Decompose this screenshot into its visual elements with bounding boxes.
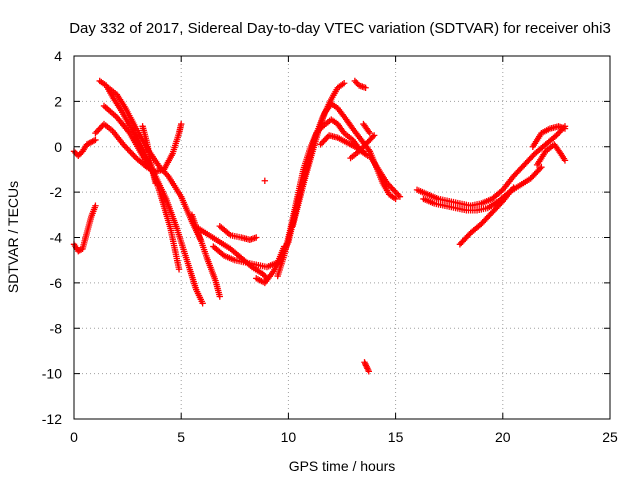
data-point xyxy=(90,137,98,144)
x-tick-label: 20 xyxy=(495,429,511,445)
series-arc-f xyxy=(92,120,185,175)
data-point xyxy=(253,234,260,241)
y-tick-label: -4 xyxy=(50,230,63,246)
y-tick-label: 2 xyxy=(54,93,62,109)
y-tick-label: -12 xyxy=(42,411,62,427)
data-point xyxy=(152,179,159,187)
data-point xyxy=(370,132,378,139)
x-axis-label: GPS time / hours xyxy=(289,458,396,474)
data-point xyxy=(366,129,374,137)
data-point xyxy=(561,157,569,164)
data-point xyxy=(538,163,545,171)
data-points xyxy=(70,77,569,375)
series-arc-a xyxy=(70,136,99,160)
data-point xyxy=(92,202,99,209)
y-tick-label: -8 xyxy=(50,320,63,336)
data-point xyxy=(261,177,269,184)
data-point xyxy=(340,80,348,87)
series-arc-g xyxy=(139,123,159,187)
series-arc-w xyxy=(420,163,545,214)
series-arc-m xyxy=(274,116,371,280)
data-point xyxy=(175,266,183,273)
data-point xyxy=(396,193,404,200)
y-tick-label: 4 xyxy=(54,48,62,64)
series-arc-k xyxy=(216,222,260,243)
data-point xyxy=(216,293,223,300)
data-point xyxy=(365,368,372,375)
series-arc-b xyxy=(70,202,99,255)
series-arc-r xyxy=(360,120,374,137)
data-point xyxy=(178,120,185,128)
y-tick-label: 0 xyxy=(54,139,62,155)
y-axis-label: SDTVAR / TECUs xyxy=(5,181,21,293)
series-arc-z xyxy=(533,141,569,169)
series-arc-v xyxy=(413,123,569,209)
series-arc-t xyxy=(361,359,372,375)
x-tick-label: 25 xyxy=(602,429,618,445)
data-point xyxy=(536,165,544,172)
data-point xyxy=(510,184,517,191)
data-point xyxy=(369,133,377,140)
series-arc-x xyxy=(456,184,517,248)
y-tick-label: -2 xyxy=(50,184,63,200)
data-point xyxy=(561,125,569,132)
x-tick-label: 15 xyxy=(388,429,404,445)
y-tick-label: -6 xyxy=(50,275,63,291)
chart-title: Day 332 of 2017, Sidereal Day-to-day VTE… xyxy=(69,20,611,37)
y-tick-label: -10 xyxy=(42,366,62,382)
x-tick-label: 0 xyxy=(70,429,78,445)
series-arc-u xyxy=(261,177,269,184)
data-point xyxy=(199,300,206,307)
series-arc-q xyxy=(366,152,404,200)
x-tick-label: 10 xyxy=(281,429,297,445)
data-point xyxy=(392,195,399,203)
series-arc-p xyxy=(347,132,378,162)
data-point xyxy=(92,136,99,144)
series-arc-y xyxy=(529,123,569,150)
data-point xyxy=(362,84,369,91)
x-tick-label: 5 xyxy=(177,429,185,445)
series-arc-i xyxy=(188,211,223,300)
series-arc-s xyxy=(351,77,369,91)
axis-ticks: 0 5 10 15 20 25 -12 -10 -8 -6 -4 -2 0 2 4 xyxy=(42,48,618,445)
grid-lines xyxy=(74,56,610,419)
